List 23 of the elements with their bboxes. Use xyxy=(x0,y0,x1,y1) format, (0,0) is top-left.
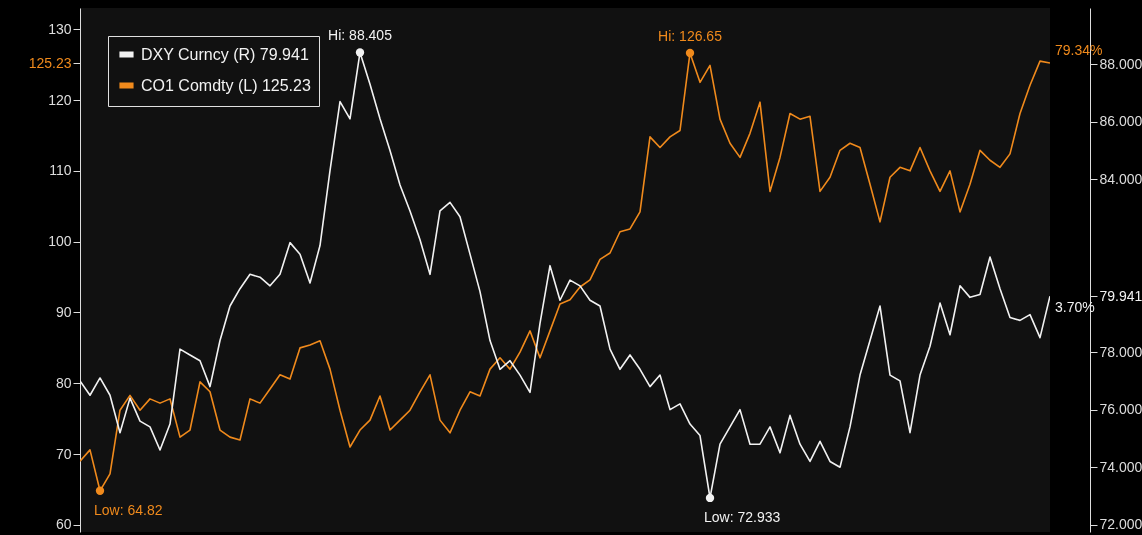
data-label: Hi: 88.405 xyxy=(328,27,393,44)
y2-tick-label: 72.000 xyxy=(1099,516,1142,533)
y-tick-label: 60 xyxy=(55,516,72,533)
y-tick-label: 120 xyxy=(48,91,72,108)
y2-tick-label: 78.000 xyxy=(1099,343,1142,360)
data-label: Low: 72.933 xyxy=(704,508,781,525)
y-tick-label: 130 xyxy=(48,20,72,37)
legend-label: CO1 Comdty (L) 125.23 xyxy=(141,76,311,94)
y-tick-label: 100 xyxy=(48,233,72,250)
y2-tick-label: 88.000 xyxy=(1099,55,1142,72)
y-tick-label: 110 xyxy=(49,162,72,179)
y2-tick-label: 76.000 xyxy=(1099,401,1142,418)
y2-tick-label: 86.000 xyxy=(1099,113,1142,130)
y2-tick-label: 79.941 xyxy=(1099,287,1142,304)
legend-label: DXY Curncy (R) 79.941 xyxy=(141,45,309,63)
y-tick-label: 80 xyxy=(55,374,72,391)
y-tick-label: 90 xyxy=(55,303,72,320)
data-label: Low: 64.82 xyxy=(94,501,163,518)
y2-tick-label: 84.000 xyxy=(1099,170,1142,187)
y-tick-label: 70 xyxy=(55,445,72,462)
y-tick-label: 125.23 xyxy=(28,54,72,71)
data-label: Hi: 126.65 xyxy=(658,27,723,44)
y2-tick-label: 74.000 xyxy=(1099,458,1142,475)
